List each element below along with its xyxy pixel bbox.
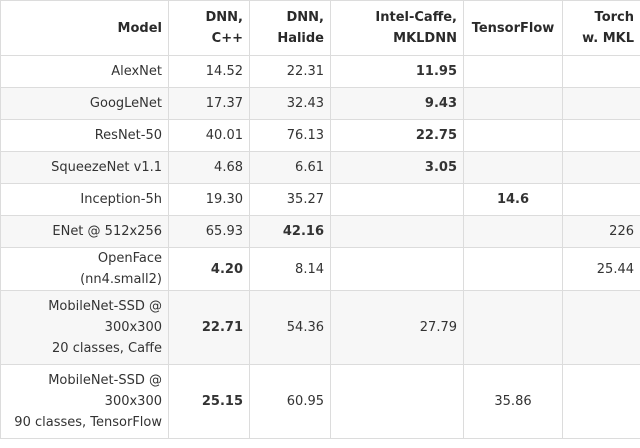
- value-cell: [330, 215, 464, 248]
- model-name-cell: Inception-5h: [0, 183, 169, 216]
- model-name-line: (nn4.small2): [80, 272, 162, 287]
- value-cell: [463, 247, 563, 291]
- value-cell: 226: [562, 215, 640, 248]
- model-name-cell: ResNet-50: [0, 119, 169, 152]
- model-name-cell: OpenFace (nn4.small2): [0, 247, 169, 291]
- header-line: DNN,: [286, 10, 325, 25]
- value-cell: [463, 87, 563, 120]
- model-name-line: 20 classes, Caffe: [52, 341, 162, 356]
- model-name-cell: MobileNet-SSD @ 300x300 20 classes, Caffe: [0, 290, 169, 365]
- header-tensorflow: TensorFlow: [463, 0, 563, 56]
- value-cell: [330, 183, 464, 216]
- value-cell: 76.13: [249, 119, 331, 152]
- model-name-line: Inception-5h: [80, 192, 162, 207]
- model-name-cell: SqueezeNet v1.1: [0, 151, 169, 184]
- header-line: Intel-Caffe,: [375, 10, 457, 25]
- value-cell: 6.61: [249, 151, 331, 184]
- value-cell: 8.14: [249, 247, 331, 291]
- model-name-line: ENet @ 512x256: [52, 224, 162, 239]
- value-cell: [562, 364, 640, 439]
- model-name-line: AlexNet: [111, 64, 162, 79]
- value-cell: 3.05: [330, 151, 464, 184]
- header-model-line: Model: [117, 20, 162, 36]
- value-cell: 27.79: [330, 290, 464, 365]
- table-row: OpenFace (nn4.small2) 4.20 8.14 25.44: [0, 247, 640, 291]
- model-name-cell: GoogLeNet: [0, 87, 169, 120]
- table-row: AlexNet 14.52 22.31 11.95: [0, 55, 640, 88]
- value-cell: [562, 119, 640, 152]
- value-cell: [463, 119, 563, 152]
- value-cell: [562, 55, 640, 88]
- value-cell: [562, 290, 640, 365]
- header-line: Torch: [594, 10, 634, 25]
- value-cell: 35.86: [463, 364, 563, 439]
- value-cell: [330, 247, 464, 291]
- header-intel-caffe: Intel-Caffe, MKLDNN: [330, 0, 464, 56]
- model-name-line: OpenFace: [97, 251, 162, 266]
- value-cell: 4.20: [168, 247, 250, 291]
- value-cell: 60.95: [249, 364, 331, 439]
- value-cell: 22.75: [330, 119, 464, 152]
- value-cell: [463, 290, 563, 365]
- model-name-line: MobileNet-SSD @: [48, 299, 162, 314]
- model-name-line: ResNet-50: [94, 128, 162, 143]
- header-dnn-cpp: DNN, C++: [168, 0, 250, 56]
- header-line: C++: [211, 31, 243, 46]
- table-row: GoogLeNet 17.37 32.43 9.43: [0, 87, 640, 120]
- value-cell: 14.6: [463, 183, 563, 216]
- value-cell: 9.43: [330, 87, 464, 120]
- value-cell: 35.27: [249, 183, 331, 216]
- value-cell: 25.44: [562, 247, 640, 291]
- value-cell: [562, 183, 640, 216]
- model-name-line: MobileNet-SSD @: [48, 373, 162, 388]
- model-name-line: GoogLeNet: [89, 96, 162, 111]
- value-cell: [330, 364, 464, 439]
- header-model: Model: [0, 0, 169, 56]
- model-name-line: SqueezeNet v1.1: [51, 160, 162, 175]
- value-cell: 40.01: [168, 119, 250, 152]
- value-cell: 54.36: [249, 290, 331, 365]
- model-name-line: 300x300: [104, 394, 162, 409]
- header-line: Halide: [277, 31, 324, 46]
- value-cell: 32.43: [249, 87, 331, 120]
- model-name-line: 90 classes, TensorFlow: [14, 415, 162, 430]
- value-cell: 17.37: [168, 87, 250, 120]
- value-cell: 25.15: [168, 364, 250, 439]
- header-line: TensorFlow: [471, 20, 555, 36]
- table-row: MobileNet-SSD @ 300x300 90 classes, Tensor…: [0, 364, 640, 439]
- table-row: Inception-5h 19.30 35.27 14.6: [0, 183, 640, 216]
- header-dnn-halide: DNN, Halide: [249, 0, 331, 56]
- table-row: ResNet-50 40.01 76.13 22.75: [0, 119, 640, 152]
- benchmark-table: Model DNN, C++ DNN, Halide Intel-Caffe, …: [0, 0, 640, 439]
- value-cell: [463, 151, 563, 184]
- value-cell: 22.71: [168, 290, 250, 365]
- header-torch: Torch w. MKL: [562, 0, 640, 56]
- value-cell: 42.16: [249, 215, 331, 248]
- value-cell: 65.93: [168, 215, 250, 248]
- model-name-cell: AlexNet: [0, 55, 169, 88]
- table-row: SqueezeNet v1.1 4.68 6.61 3.05: [0, 151, 640, 184]
- value-cell: 4.68: [168, 151, 250, 184]
- value-cell: 22.31: [249, 55, 331, 88]
- header-line: w. MKL: [582, 31, 634, 46]
- value-cell: [562, 151, 640, 184]
- model-name-cell: ENet @ 512x256: [0, 215, 169, 248]
- header-line: DNN,: [205, 10, 244, 25]
- value-cell: [463, 55, 563, 88]
- value-cell: 11.95: [330, 55, 464, 88]
- table-row: ENet @ 512x256 65.93 42.16 226: [0, 215, 640, 248]
- value-cell: 19.30: [168, 183, 250, 216]
- value-cell: [562, 87, 640, 120]
- table-body: AlexNet 14.52 22.31 11.95 GoogLeNet 17.37 32.4…: [0, 55, 640, 439]
- header-line: MKLDNN: [393, 31, 457, 46]
- model-name-cell: MobileNet-SSD @ 300x300 90 classes, Tensor…: [0, 364, 169, 439]
- value-cell: 14.52: [168, 55, 250, 88]
- header-row: Model DNN, C++ DNN, Halide Intel-Caffe, …: [0, 0, 640, 56]
- table-row: MobileNet-SSD @ 300x300 20 classes, Caffe 2…: [0, 290, 640, 365]
- model-name-line: 300x300: [104, 320, 162, 335]
- value-cell: [463, 215, 563, 248]
